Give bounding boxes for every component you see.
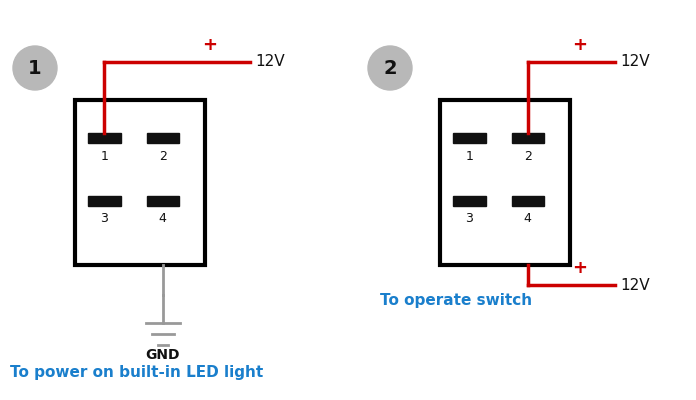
Text: 4: 4 xyxy=(159,212,166,225)
Text: 12V: 12V xyxy=(255,54,285,70)
Bar xyxy=(75,100,205,265)
Circle shape xyxy=(13,46,57,90)
Text: 12V: 12V xyxy=(620,54,649,70)
Text: 2: 2 xyxy=(383,58,397,78)
Bar xyxy=(146,133,179,143)
Bar xyxy=(146,196,179,206)
Text: 1: 1 xyxy=(28,58,42,78)
Bar xyxy=(512,133,544,143)
Text: 3: 3 xyxy=(466,212,473,225)
Bar xyxy=(440,100,570,265)
Text: +: + xyxy=(573,36,587,54)
Bar xyxy=(88,133,120,143)
Text: To operate switch: To operate switch xyxy=(380,292,532,308)
Text: 2: 2 xyxy=(524,150,532,162)
Text: +: + xyxy=(203,36,217,54)
Text: 12V: 12V xyxy=(620,278,649,292)
Circle shape xyxy=(368,46,412,90)
Text: To power on built-in LED light: To power on built-in LED light xyxy=(10,364,263,380)
Text: 3: 3 xyxy=(100,212,108,225)
Text: +: + xyxy=(573,259,587,277)
Bar xyxy=(453,133,486,143)
Text: GND: GND xyxy=(145,348,180,362)
Bar xyxy=(512,196,544,206)
Bar xyxy=(88,196,120,206)
Text: 1: 1 xyxy=(100,150,108,162)
Text: 1: 1 xyxy=(466,150,473,162)
Text: 4: 4 xyxy=(524,212,532,225)
Text: 2: 2 xyxy=(159,150,166,162)
Bar xyxy=(453,196,486,206)
